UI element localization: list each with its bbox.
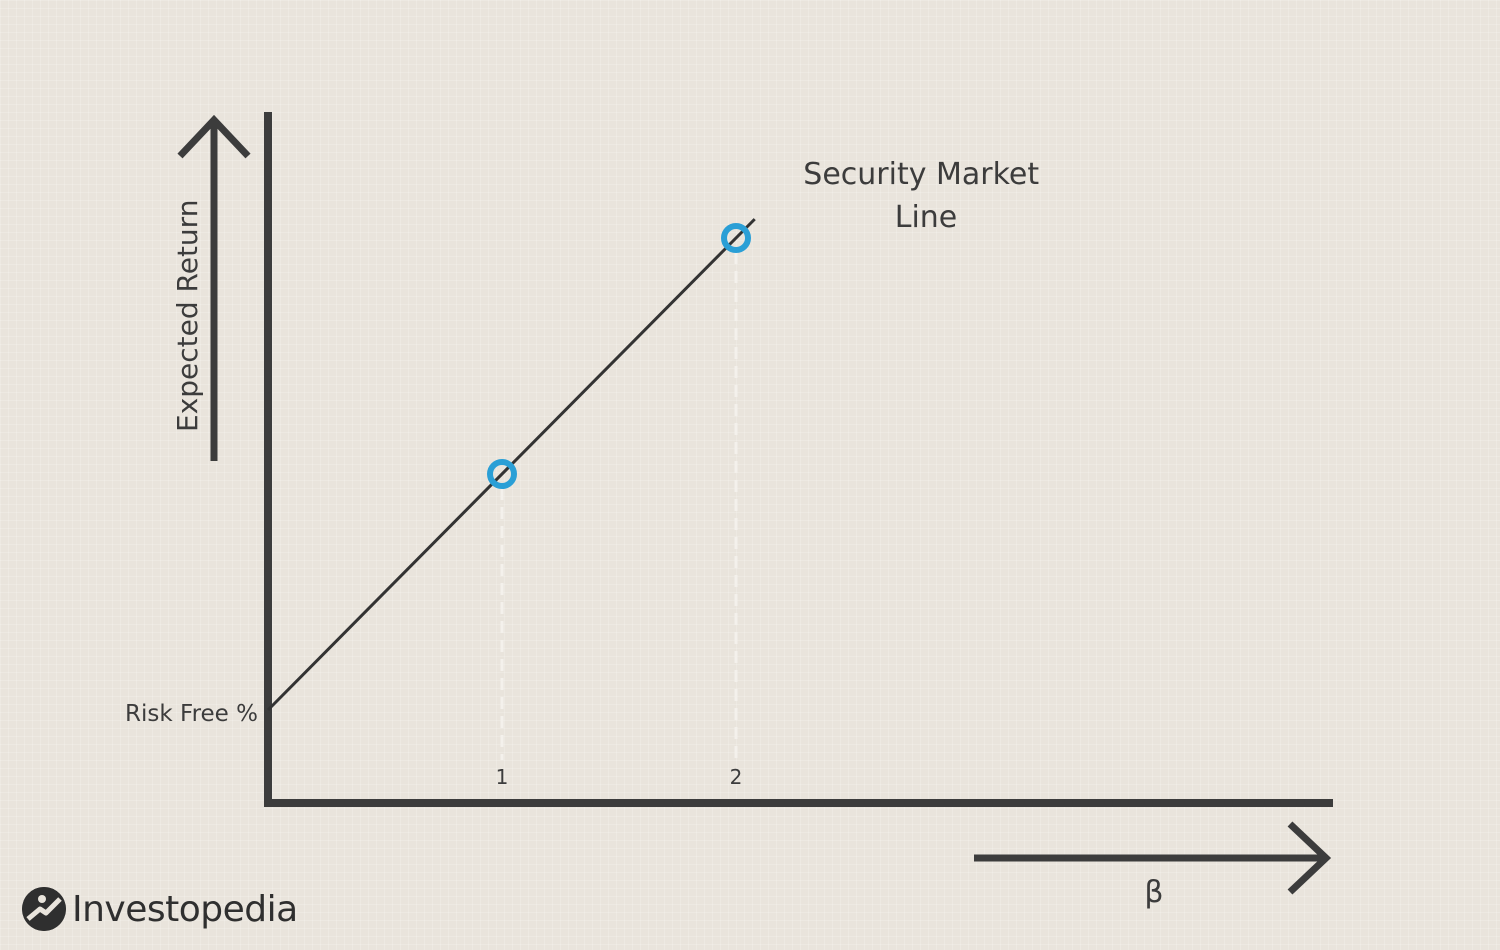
investopedia-logo: Investopedia <box>22 884 298 934</box>
highlighted-points <box>487 223 751 489</box>
guide-lines <box>500 252 738 760</box>
series-label-line-2: Line <box>895 200 958 235</box>
series-label-line-1: Security Market <box>803 157 1039 192</box>
highlighted-point-1 <box>487 459 517 489</box>
investopedia-logo-icon <box>22 887 66 931</box>
y-axis-label: Expected Return <box>171 200 204 432</box>
series-label: Security Market Line <box>803 157 1048 235</box>
investopedia-wordmark: Investopedia <box>72 888 298 930</box>
x-tick-label-1: 1 <box>496 765 509 789</box>
risk-free-label: Risk Free % <box>125 701 258 727</box>
y-direction-arrow <box>177 114 251 461</box>
x-axis-label: β <box>1144 875 1163 910</box>
x-direction-arrow <box>974 821 1332 895</box>
x-tick-label-2: 2 <box>730 765 743 789</box>
highlighted-point-2 <box>721 223 751 253</box>
